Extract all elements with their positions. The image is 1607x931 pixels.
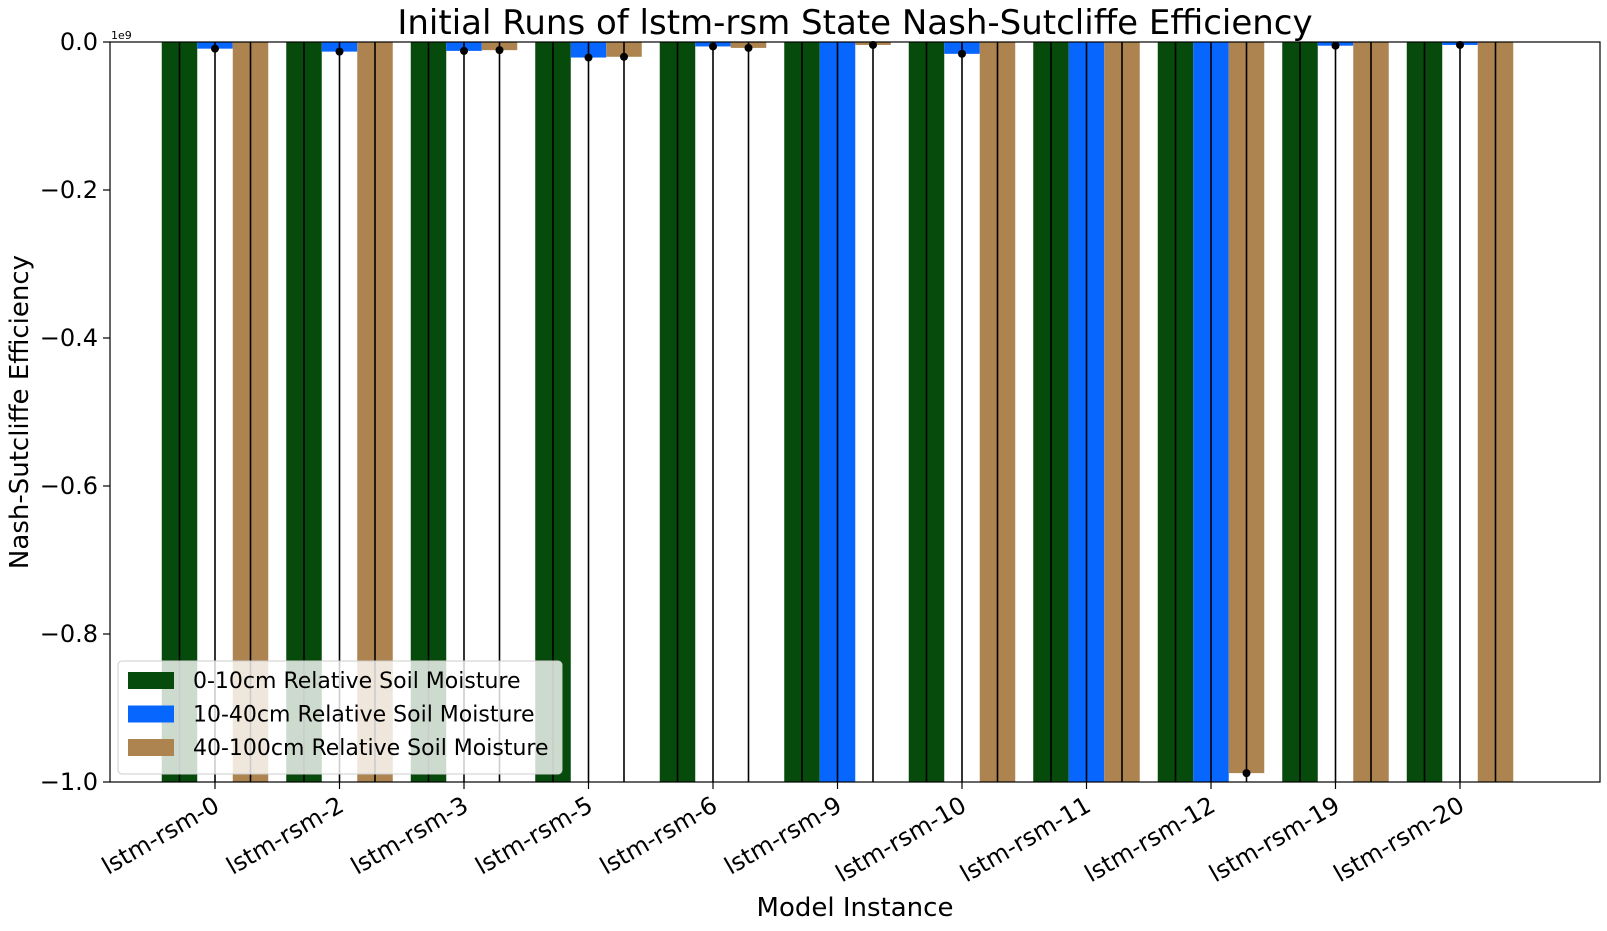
point-lstm-rsm-5-series-1 [584, 53, 593, 62]
point-lstm-rsm-19-series-1 [1331, 41, 1340, 50]
y-axis-label: Nash-Sutcliffe Efficiency [5, 255, 35, 569]
point-lstm-rsm-3-series-2 [495, 46, 504, 55]
x-tick-label: lstm-rsm-6 [595, 791, 722, 880]
point-lstm-rsm-0-series-1 [211, 44, 219, 53]
y-tick-label: 0.0 [60, 28, 98, 56]
x-tick-label: lstm-rsm-3 [346, 791, 473, 880]
y-offset-label: 1e9 [111, 29, 132, 42]
x-tick-label: lstm-rsm-12 [1080, 791, 1220, 888]
x-tick-label: lstm-rsm-11 [955, 791, 1095, 888]
x-tick-label: lstm-rsm-19 [1204, 791, 1344, 888]
point-lstm-rsm-2-series-1 [335, 47, 344, 56]
y-tick-label: −1.0 [40, 768, 98, 796]
point-lstm-rsm-5-series-2 [620, 52, 628, 61]
point-lstm-rsm-6-series-2 [744, 43, 753, 52]
x-tick-label: lstm-rsm-9 [720, 791, 847, 880]
legend-swatch-1 [128, 705, 174, 723]
point-lstm-rsm-12-series-2 [1242, 769, 1251, 778]
x-axis-ticks: lstm-rsm-0lstm-rsm-2lstm-rsm-3lstm-rsm-5… [97, 782, 1469, 888]
x-tick-label: lstm-rsm-2 [222, 791, 349, 880]
legend-label-2: 40-100cm Relative Soil Moisture [193, 736, 548, 761]
x-axis-label: Model Instance [757, 893, 954, 923]
legend-label-0: 0-10cm Relative Soil Moisture [193, 669, 521, 694]
y-tick-label: −0.6 [40, 472, 98, 500]
x-tick-label: lstm-rsm-5 [471, 791, 598, 880]
y-tick-label: −0.2 [40, 176, 98, 204]
legend-box [117, 660, 563, 775]
point-lstm-rsm-10-series-1 [958, 49, 966, 58]
y-tick-label: −0.4 [40, 324, 98, 352]
point-lstm-rsm-6-series-1 [709, 42, 717, 51]
x-tick-label: lstm-rsm-20 [1329, 791, 1469, 888]
chart-title: Initial Runs of lstm-rsm State Nash-Sutc… [397, 3, 1312, 43]
point-lstm-rsm-3-series-1 [460, 46, 468, 55]
plot-frame [109, 41, 1601, 783]
y-tick-label: −0.8 [40, 620, 98, 648]
legend-label-1: 10-40cm Relative Soil Moisture [193, 703, 534, 728]
legend-swatch-0 [128, 672, 174, 689]
point-lstm-rsm-20-series-1 [1456, 40, 1464, 49]
x-tick-label: lstm-rsm-10 [831, 791, 971, 888]
y-axis-ticks: 0.0 −0.2 −0.4 −0.6 −0.8 −1.0 [40, 28, 110, 796]
whiskers-group [178, 40, 1497, 782]
point-lstm-rsm-9-series-2 [869, 40, 877, 49]
x-tick-label: lstm-rsm-0 [97, 791, 224, 880]
legend-swatch-2 [128, 739, 174, 756]
legend: 0-10cm Relative Soil Moisture 10-40cm Rel… [117, 660, 563, 775]
